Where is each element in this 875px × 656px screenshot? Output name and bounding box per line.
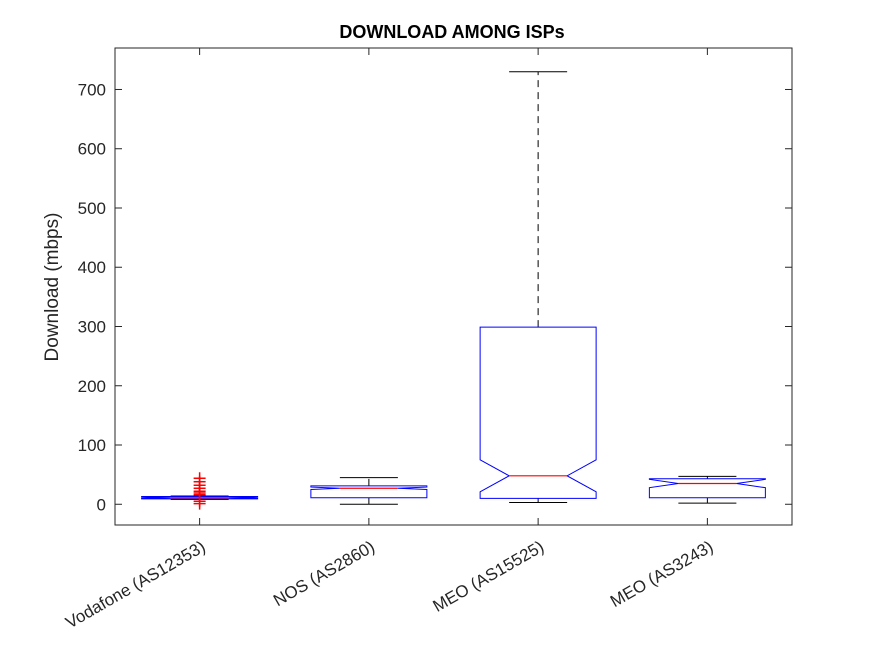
y-tick-label: 700: [78, 80, 106, 99]
box-group: [310, 477, 428, 505]
chart-title: DOWNLOAD AMONG ISPs: [339, 22, 564, 42]
notched-box: [310, 485, 428, 499]
y-tick-label: 200: [78, 377, 106, 396]
y-tick-label: 0: [97, 495, 106, 514]
x-tick-label: MEO (AS15525): [430, 537, 548, 616]
y-tick-label: 600: [78, 140, 106, 159]
x-tick-label: NOS (AS2860): [270, 537, 378, 610]
y-tick-label: 300: [78, 317, 106, 336]
notched-box: [479, 326, 597, 499]
y-tick-label: 500: [78, 199, 106, 218]
x-tick-label: MEO (AS3243): [607, 537, 716, 611]
plot-frame: [114, 47, 793, 526]
x-tick-label: Vodafone (AS12353): [62, 537, 208, 632]
box-group: [141, 472, 259, 510]
notched-box: [648, 478, 766, 499]
y-tick-label: 400: [78, 258, 106, 277]
y-tick-label: 100: [78, 436, 106, 455]
outlier-marker: [193, 472, 206, 485]
box-group: [479, 71, 597, 503]
notched-box: [141, 496, 259, 500]
y-axis-label: Download (mbps): [42, 213, 63, 362]
box-group: [648, 475, 766, 504]
